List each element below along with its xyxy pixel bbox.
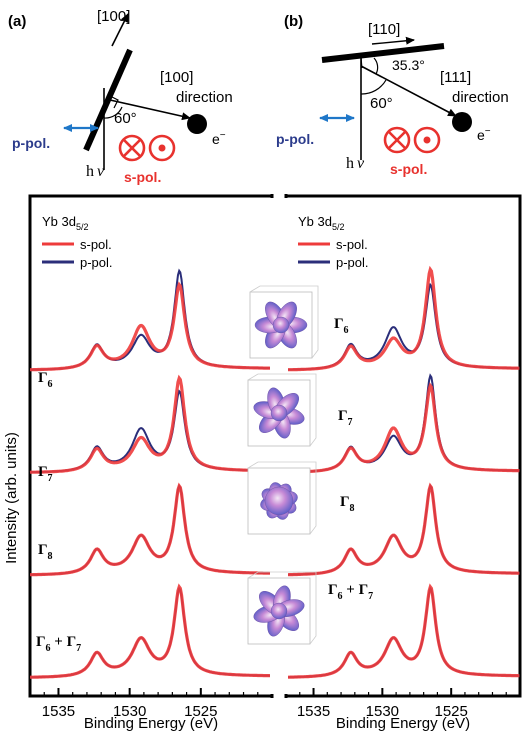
spectrum-a-3-p-pol	[30, 483, 272, 576]
orbital-insets	[247, 285, 319, 645]
x-tick-label-a-1535: 1535	[42, 703, 75, 720]
sample-surface-b	[321, 43, 445, 63]
s-pol-label-a: s-pol.	[124, 169, 161, 185]
state-label-b-4: Γ6 + Γ7	[328, 582, 373, 602]
emission-arrow-a	[109, 99, 191, 121]
p-pol-label-a: p-pol.	[12, 135, 50, 151]
chart-title-a: Yb 3d5/2	[42, 214, 89, 232]
spectrum-b-4-s-pol	[286, 583, 520, 679]
panel-label-a: (a)	[8, 13, 26, 30]
emission-arrow-b	[360, 65, 457, 117]
state-label-b-3: Γ8	[340, 494, 355, 514]
spectrum-b-4-p-pol	[286, 586, 520, 679]
spectrum-b-2-p-pol	[286, 373, 520, 474]
geometry-panel-b: (b) [110] 35.3° 60° [111] direction e− p…	[276, 13, 509, 177]
spectrum-b-1-p-pol	[286, 282, 520, 371]
orbital-inset-4	[247, 571, 317, 645]
x-tick-label-b-1525: 1525	[434, 703, 467, 720]
spectrum-b-3-p-pol	[286, 483, 520, 576]
x-axis-label-a: Binding Energy (eV)	[84, 715, 218, 732]
tilt-angle-label-b: 35.3°	[392, 57, 425, 73]
spectrum-b-3-s-pol	[286, 482, 520, 577]
spectrum-a-3-s-pol	[30, 482, 272, 577]
angle-arc-a	[103, 106, 123, 119]
emission-direction-a: [100]	[160, 69, 193, 86]
state-label-b-2: Γ7	[338, 408, 353, 428]
geometry-panel-a: (a) [100] 60° [100] direction e− p-pol. …	[8, 8, 233, 185]
spectrum-a-1-p-pol	[30, 268, 272, 371]
state-label-a-2: Γ7	[38, 464, 53, 484]
spectrum-b-2-s-pol	[286, 382, 520, 474]
surface-direction-b: [110]	[368, 21, 400, 38]
tilt-arc-b	[373, 57, 379, 75]
sample-surface-a	[83, 48, 133, 152]
legend-label-a-0: s-pol.	[80, 237, 112, 252]
legend-label-b-1: p-pol.	[336, 255, 369, 270]
x-axis-label-b: Binding Energy (eV)	[336, 715, 470, 732]
x-tick-label-a-1530: 1530	[113, 703, 146, 720]
emission-direction-b: [111]	[440, 69, 471, 86]
emission-word-b: direction	[452, 89, 509, 106]
s-pol-symbol-a	[118, 134, 176, 162]
surface-direction-a: [100]	[97, 8, 130, 25]
electron-label-a: e−	[212, 130, 226, 147]
x-tick-label-b-1530: 1530	[366, 703, 399, 720]
electron-label-b: e−	[477, 126, 491, 143]
orbital-inset-1	[249, 285, 319, 359]
legend-label-a-1: p-pol.	[80, 255, 113, 270]
chart-title-b: Yb 3d5/2	[298, 214, 345, 232]
angle-label-b: 60°	[370, 95, 393, 112]
state-label-b-1: Γ6	[334, 316, 349, 336]
x-tick-label-a-1525: 1525	[184, 703, 217, 720]
state-label-a-1: Γ6	[38, 370, 53, 390]
p-pol-label-b: p-pol.	[276, 131, 314, 147]
spectrum-a-4-p-pol	[30, 586, 272, 679]
right-angle-mark-a	[109, 95, 119, 109]
panel-label-b: (b)	[284, 13, 303, 30]
x-tick-label-b-1535: 1535	[297, 703, 330, 720]
electron-dot-a	[187, 114, 207, 134]
y-axis-label: Intensity (arb. units)	[3, 432, 20, 564]
spectrum-b-1-s-pol	[286, 265, 520, 372]
angle-arc-b	[360, 79, 387, 95]
orbital-inset-3	[247, 461, 317, 535]
s-pol-symbol-b	[383, 126, 441, 154]
state-label-a-3: Γ8	[38, 542, 53, 562]
spectrum-a-2-s-pol	[29, 374, 272, 474]
emission-word-a: direction	[176, 89, 233, 106]
s-pol-label-b: s-pol.	[390, 161, 427, 177]
electron-dot-b	[452, 112, 472, 132]
surface-direction-arrow-a	[111, 13, 129, 47]
angle-label-a: 60°	[114, 110, 137, 127]
state-label-a-4: Γ6 + Γ7	[36, 634, 81, 654]
legend-label-b-0: s-pol.	[336, 237, 368, 252]
orbital-inset-2	[247, 373, 317, 447]
spectrum-a-2-p-pol	[30, 389, 272, 474]
spectrum-a-4-s-pol	[30, 583, 272, 679]
spectrum-a-1-s-pol	[30, 281, 272, 372]
surface-direction-arrow-b	[371, 36, 415, 45]
